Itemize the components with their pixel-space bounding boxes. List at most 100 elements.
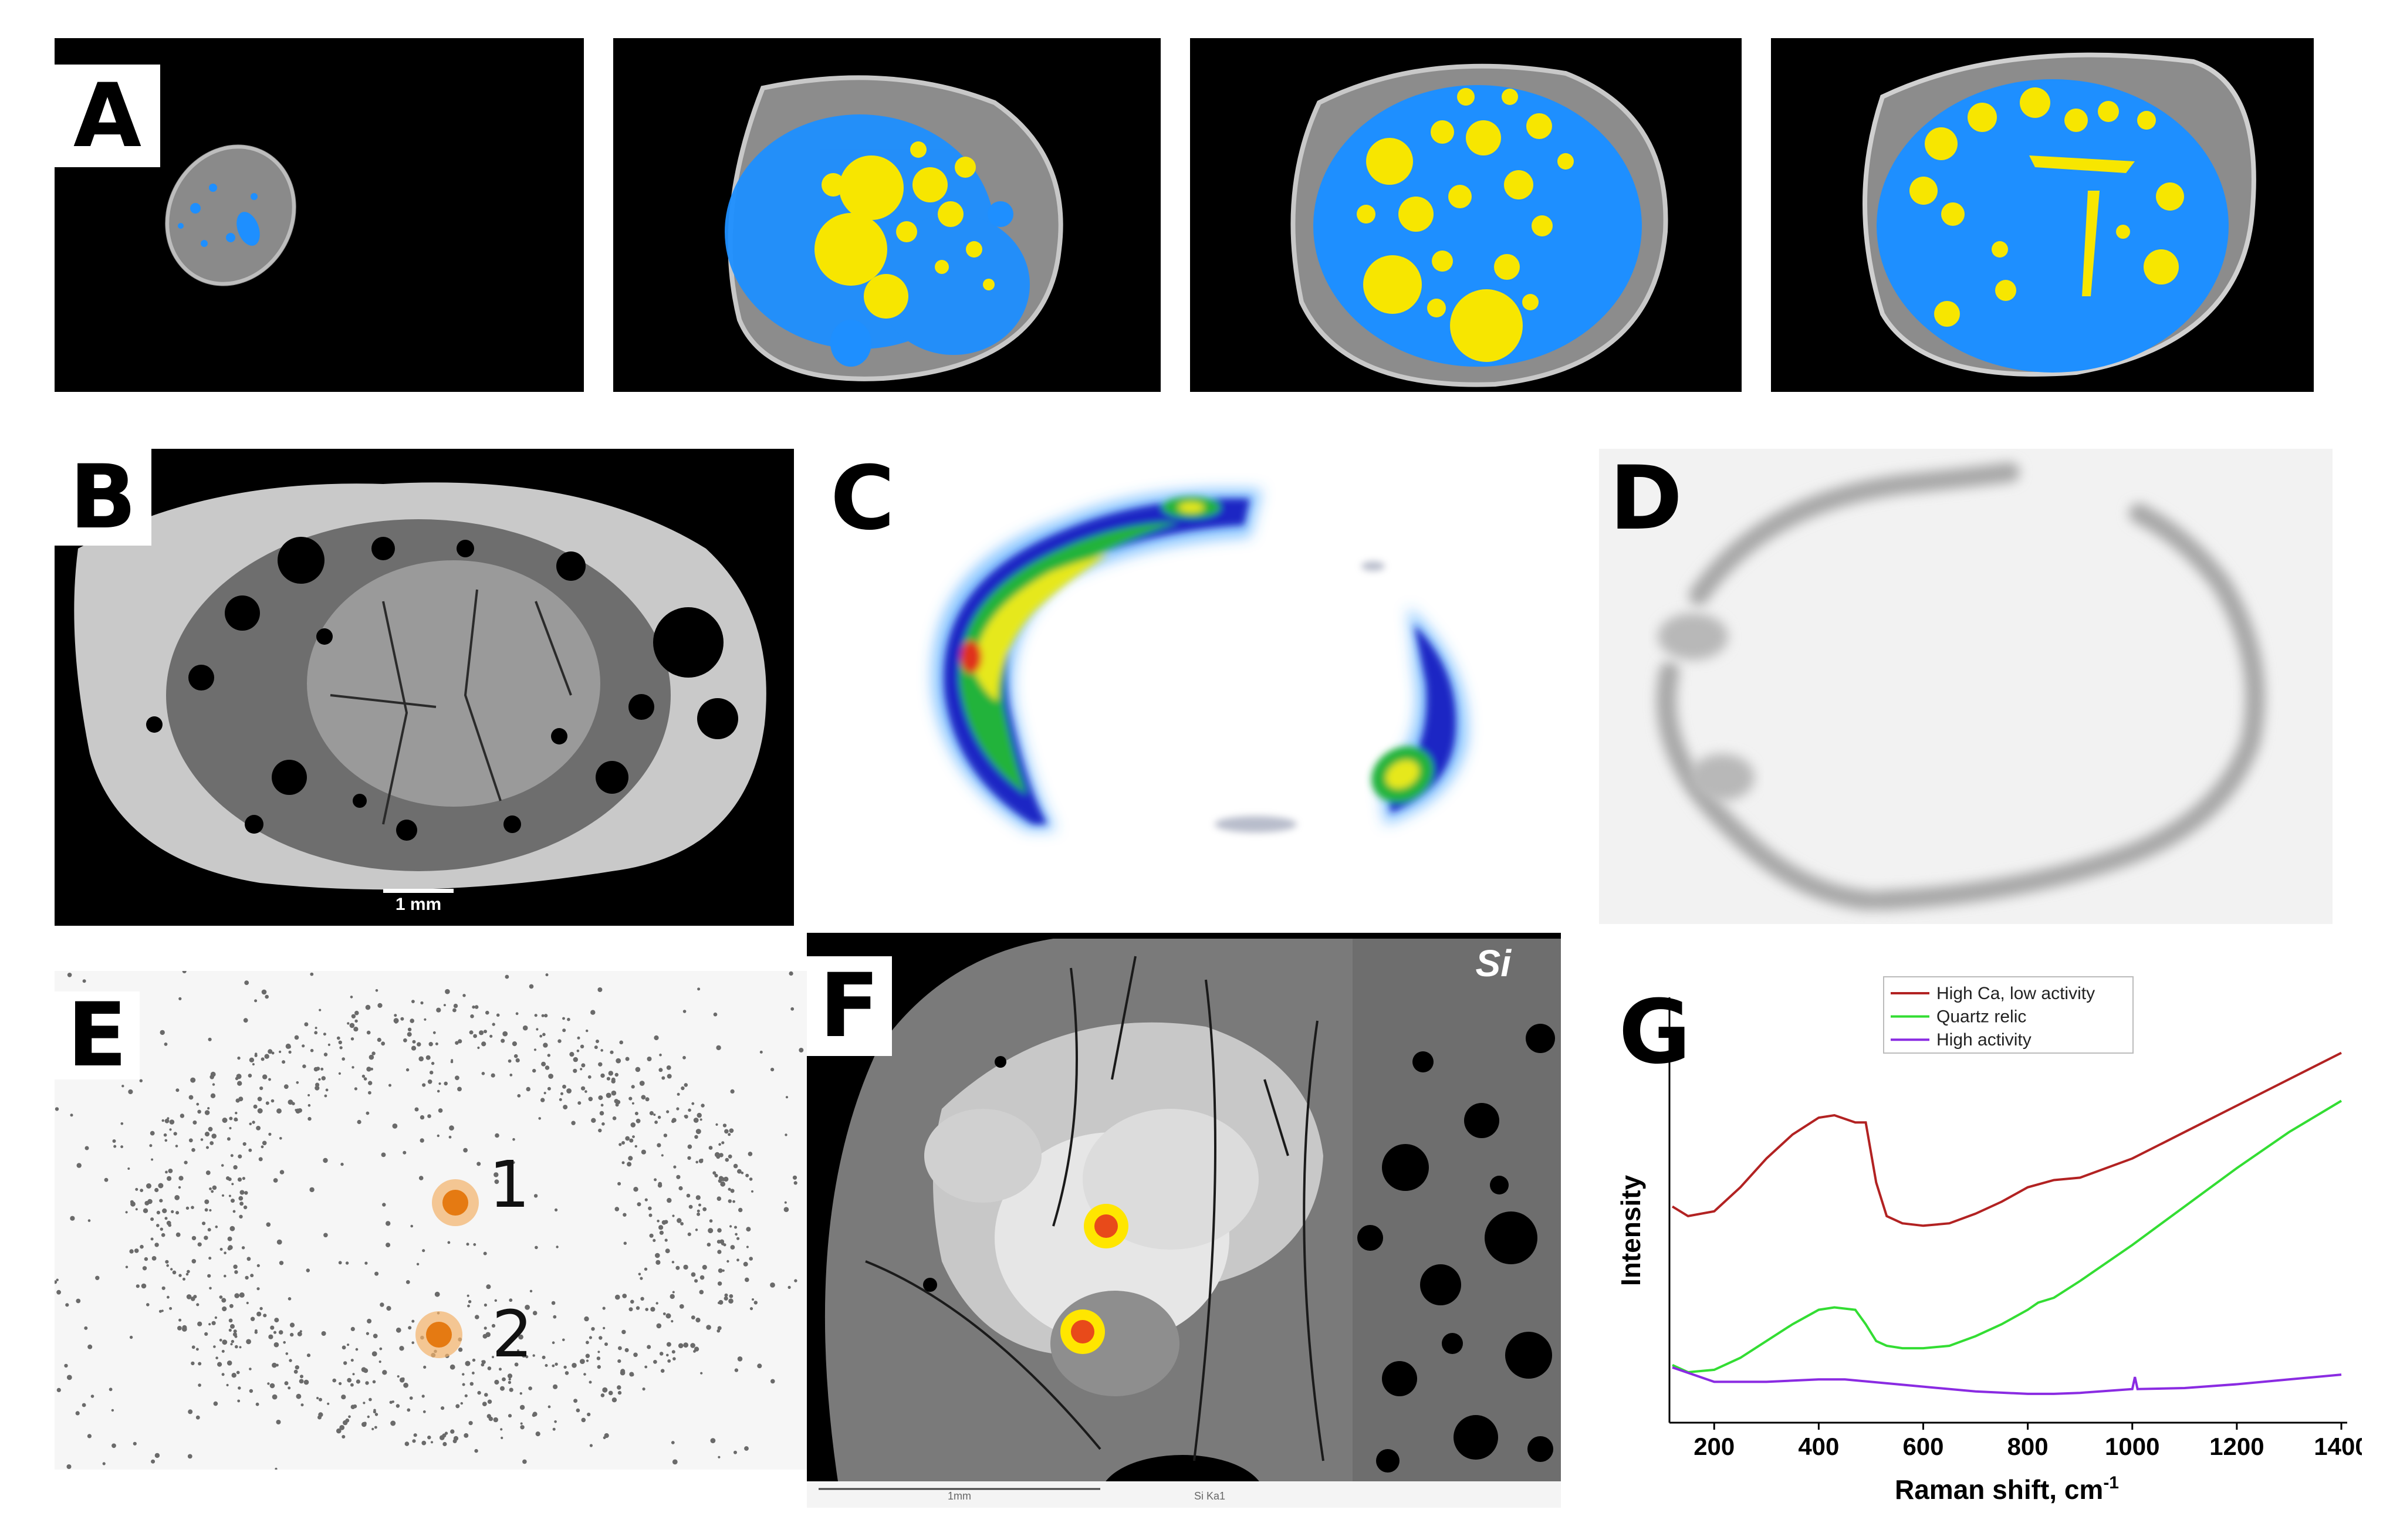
dot-map-point bbox=[238, 1154, 242, 1159]
dot-map-point bbox=[663, 1133, 668, 1138]
dot-map-point bbox=[299, 1379, 304, 1384]
dot-map-point bbox=[250, 1274, 254, 1278]
dot-map-point bbox=[501, 1038, 505, 1043]
dot-map-point bbox=[192, 1120, 197, 1125]
scalebar-line bbox=[383, 889, 454, 893]
dot-map-point bbox=[604, 1342, 608, 1346]
dot-map-point bbox=[603, 1326, 606, 1329]
dot-map-point bbox=[166, 1220, 171, 1226]
dot-map-point bbox=[296, 1081, 299, 1084]
dot-map-point bbox=[509, 1387, 513, 1392]
dot-map-point bbox=[695, 1228, 698, 1231]
panel-c-image bbox=[816, 449, 1567, 918]
dot-map-point bbox=[261, 989, 267, 995]
dot-map-point bbox=[318, 1412, 323, 1417]
dot-map-point bbox=[636, 1306, 640, 1310]
dot-map-point bbox=[287, 1045, 291, 1049]
dot-map-point bbox=[538, 1117, 541, 1120]
dot-map-point bbox=[597, 1351, 600, 1353]
dot-map-point bbox=[600, 1393, 605, 1397]
dot-map-point bbox=[229, 1116, 233, 1121]
dot-map-point bbox=[357, 1119, 361, 1125]
dot-map-point bbox=[467, 1304, 470, 1308]
dot-map-point bbox=[177, 1326, 182, 1331]
dot-map-point bbox=[255, 1329, 258, 1332]
dot-map-point bbox=[263, 1314, 267, 1318]
dot-map-point bbox=[364, 1261, 368, 1265]
dot-map-point bbox=[677, 1218, 682, 1223]
dot-map-point bbox=[307, 1104, 311, 1107]
dot-map-point bbox=[680, 1222, 684, 1226]
dot-map-point bbox=[702, 1207, 707, 1211]
dot-map-point bbox=[377, 1003, 383, 1008]
y-axis-label: Intensity bbox=[1615, 1175, 1646, 1287]
dot-map-point bbox=[268, 1078, 271, 1081]
dot-map-point bbox=[658, 1225, 664, 1230]
dot-map-point bbox=[378, 1360, 381, 1363]
dot-map-point bbox=[313, 1067, 319, 1072]
dot-map-point bbox=[533, 1194, 538, 1198]
dot-map-point bbox=[509, 1298, 513, 1302]
dot-map-point bbox=[587, 1412, 591, 1417]
dot-map-point bbox=[494, 1379, 499, 1385]
dot-map-point bbox=[244, 1191, 248, 1195]
dot-map-point bbox=[621, 1141, 625, 1145]
dot-map-point bbox=[600, 1049, 603, 1052]
dot-map-point bbox=[66, 1375, 72, 1380]
dot-map-point bbox=[279, 1170, 285, 1175]
dot-map-point bbox=[386, 1306, 391, 1311]
dot-map-point bbox=[553, 1315, 557, 1319]
dot-map-point bbox=[512, 1138, 515, 1141]
dot-map-point bbox=[249, 1057, 255, 1062]
dot-map-point bbox=[617, 1182, 621, 1186]
dot-map-point bbox=[209, 1209, 212, 1212]
dot-map-point bbox=[618, 1346, 622, 1351]
dot-map-point bbox=[513, 1054, 518, 1058]
dot-map-point bbox=[666, 1342, 671, 1347]
dot-map-point bbox=[544, 1014, 548, 1018]
dot-map-point bbox=[698, 1159, 704, 1163]
footer-scale-label: 1mm bbox=[948, 1490, 971, 1502]
dot-map-point bbox=[146, 1303, 150, 1307]
dot-map-point bbox=[559, 1098, 562, 1101]
dot-map-point bbox=[109, 1387, 113, 1392]
dot-map-point bbox=[602, 1307, 606, 1310]
dot-map-point bbox=[424, 1018, 427, 1021]
dot-map-point bbox=[445, 989, 450, 994]
dot-map-point bbox=[283, 1341, 286, 1344]
dot-map-point bbox=[508, 1339, 512, 1343]
raman-spectra-chart: 200 400 600 800 1000 1200 1400 Raman shift, cm-… bbox=[1615, 976, 2369, 1505]
dot-map-point bbox=[562, 1084, 566, 1089]
dot-map-point bbox=[154, 1453, 160, 1458]
dot-map-point bbox=[653, 1360, 657, 1364]
dot-map-point bbox=[701, 1104, 705, 1108]
dot-map-point bbox=[729, 1294, 734, 1298]
dot-map-point bbox=[300, 1375, 303, 1379]
dot-map-point bbox=[671, 1350, 675, 1354]
spot-marker-lower bbox=[1060, 1309, 1105, 1354]
dot-map-point bbox=[210, 1093, 216, 1098]
dot-map-point bbox=[555, 1208, 558, 1211]
dot-map-point bbox=[682, 1010, 687, 1013]
dot-map-point bbox=[390, 1420, 396, 1426]
dot-map-point bbox=[432, 1031, 436, 1034]
dot-map-point bbox=[659, 1352, 664, 1356]
dot-map-point bbox=[233, 1165, 238, 1170]
dot-map-point bbox=[535, 1245, 538, 1250]
dot-map-point bbox=[722, 1269, 725, 1272]
dot-map-point bbox=[566, 1088, 572, 1094]
dot-map-point bbox=[229, 1226, 235, 1231]
dot-map-point bbox=[276, 1420, 281, 1424]
dot-map-point bbox=[321, 1331, 326, 1336]
dot-map-point bbox=[697, 1212, 701, 1216]
dot-map-point bbox=[529, 984, 534, 989]
dot-map-point bbox=[304, 1022, 309, 1027]
dot-map-point bbox=[728, 1187, 731, 1191]
dot-map-point bbox=[541, 1014, 545, 1017]
dot-map-point bbox=[635, 1067, 641, 1072]
dot-map-point bbox=[709, 1219, 713, 1223]
dot-map-point bbox=[547, 1405, 551, 1409]
dot-map-point bbox=[319, 1008, 322, 1011]
dot-map-point bbox=[753, 1301, 758, 1305]
dot-map-point bbox=[228, 1318, 233, 1323]
